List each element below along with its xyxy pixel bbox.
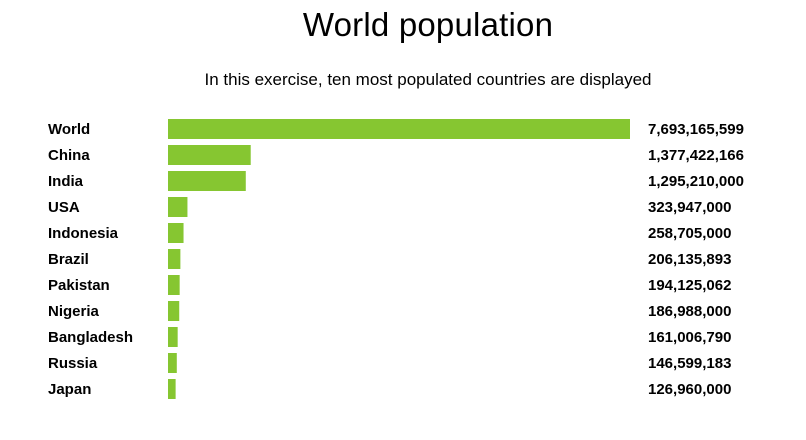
population-bar	[168, 223, 184, 243]
category-label: Russia	[48, 355, 98, 372]
category-label: Indonesia	[48, 225, 119, 242]
category-label: Nigeria	[48, 303, 100, 320]
population-bar	[168, 249, 181, 269]
population-bar	[168, 119, 630, 139]
category-label: Pakistan	[48, 277, 110, 294]
population-bar	[168, 379, 176, 399]
category-label: Bangladesh	[48, 329, 133, 346]
population-bar	[168, 353, 177, 373]
page-title: World population	[302, 6, 554, 43]
category-label: China	[48, 147, 90, 164]
population-bar	[168, 197, 188, 217]
page-subtitle: In this exercise, ten most populated cou…	[204, 70, 652, 89]
category-label: Japan	[48, 381, 91, 398]
value-label: 7,693,165,599	[648, 121, 744, 138]
value-label: 126,960,000	[648, 381, 731, 398]
value-label: 1,377,422,166	[648, 147, 744, 164]
category-label: India	[48, 173, 84, 190]
value-label: 146,599,183	[648, 355, 731, 372]
value-label: 194,125,062	[648, 277, 731, 294]
value-label: 161,006,790	[648, 329, 731, 346]
value-label: 258,705,000	[648, 225, 731, 242]
population-bar	[168, 145, 251, 165]
value-label: 186,988,000	[648, 303, 731, 320]
category-label: Brazil	[48, 251, 89, 268]
value-label: 323,947,000	[648, 199, 731, 216]
category-label: USA	[48, 199, 80, 216]
population-bar	[168, 275, 180, 295]
value-label: 1,295,210,000	[648, 173, 744, 190]
population-bar	[168, 301, 180, 321]
category-label: World	[48, 121, 90, 138]
value-label: 206,135,893	[648, 251, 731, 268]
population-bar	[168, 327, 178, 347]
population-bar	[168, 171, 246, 191]
